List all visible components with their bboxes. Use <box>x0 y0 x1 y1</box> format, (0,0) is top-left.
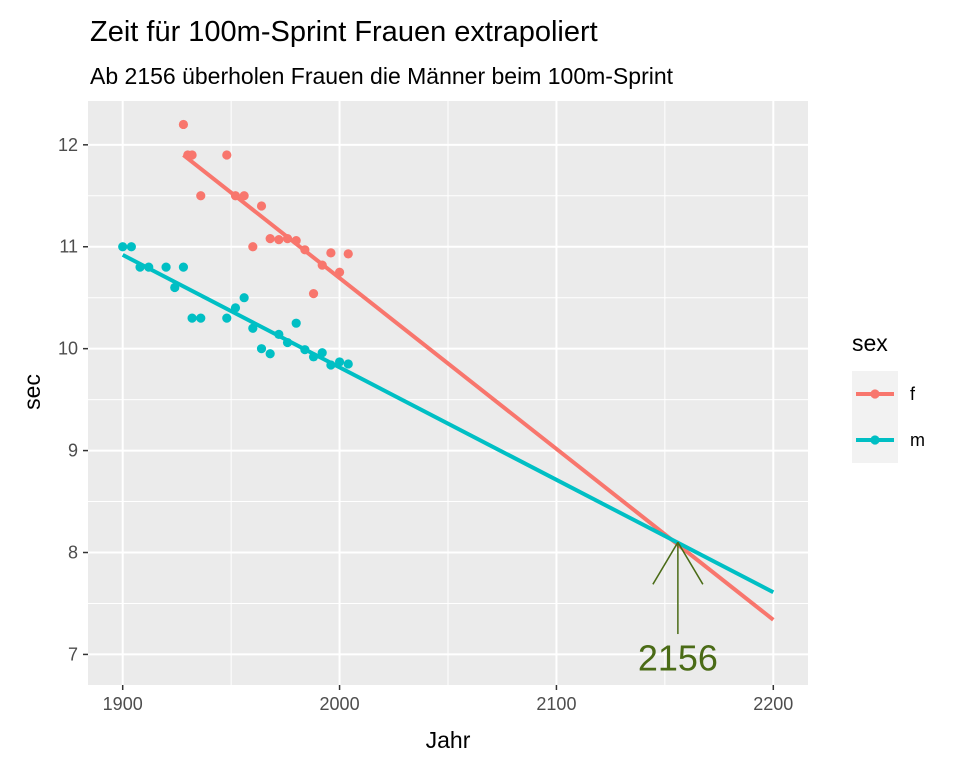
point-m <box>187 313 197 323</box>
y-tick-label: 7 <box>68 644 78 664</box>
point-f <box>334 267 345 277</box>
point-m <box>135 262 145 272</box>
chart-title: Zeit für 100m-Sprint Frauen extrapoliert <box>90 16 598 48</box>
trend-lines <box>121 153 775 622</box>
point-f <box>300 245 310 255</box>
point-m <box>196 313 206 323</box>
trend-line-m <box>121 253 775 595</box>
point-f <box>274 235 284 245</box>
point-m <box>126 242 136 252</box>
point-f <box>230 191 241 201</box>
y-tick-label: 9 <box>68 441 78 461</box>
data-points <box>118 119 353 370</box>
y-tick-label: 8 <box>68 543 78 563</box>
y-axis: 7 8 9 10 11 12 <box>58 135 88 664</box>
y-tick-label: 11 <box>59 237 78 257</box>
point-m <box>265 349 275 359</box>
point-f <box>178 119 189 130</box>
x-tick-label: 2000 <box>320 694 360 714</box>
point-m <box>248 323 258 333</box>
point-m <box>308 352 319 362</box>
point-m <box>118 242 128 252</box>
point-f <box>248 242 258 252</box>
point-m <box>222 313 232 323</box>
annotation-arrow-head-right <box>677 541 704 585</box>
point-m <box>282 337 293 348</box>
legend: sex f m <box>852 330 925 463</box>
x-axis-title: Jahr <box>426 727 471 753</box>
legend-point-f <box>870 389 880 399</box>
legend-label-f: f <box>910 384 916 404</box>
x-tick-label: 2200 <box>753 694 793 714</box>
y-tick-label: 10 <box>58 339 78 359</box>
point-f <box>282 233 293 244</box>
x-tick-label: 2100 <box>536 694 576 714</box>
grid-minor <box>88 101 808 685</box>
y-tick-label: 12 <box>58 135 78 155</box>
point-m <box>291 318 301 328</box>
annotation-arrow-head-left <box>652 541 679 585</box>
grid-major <box>88 101 808 685</box>
legend-title: sex <box>852 330 888 356</box>
point-m <box>343 359 353 369</box>
x-tick-label: 1900 <box>103 694 143 714</box>
point-m <box>230 303 241 313</box>
point-m <box>256 344 267 354</box>
point-f <box>343 249 353 259</box>
point-f <box>317 260 327 270</box>
point-f <box>239 191 249 201</box>
point-m <box>144 262 154 272</box>
point-m <box>274 329 284 339</box>
point-f <box>222 150 232 160</box>
point-m <box>326 360 336 370</box>
point-m <box>239 293 249 303</box>
point-f <box>187 150 197 160</box>
annotation-label: 2156 <box>638 637 718 678</box>
point-m <box>178 262 189 272</box>
point-f <box>291 236 301 246</box>
legend-point-m <box>870 435 880 445</box>
x-axis: 1900 2000 2100 2200 <box>103 685 793 714</box>
point-m <box>170 282 180 293</box>
chart-subtitle: Ab 2156 überholen Frauen die Männer beim… <box>90 63 674 89</box>
point-f <box>308 289 319 299</box>
annotation: 2156 <box>638 541 718 678</box>
point-f <box>256 201 267 211</box>
legend-label-m: m <box>910 430 925 450</box>
y-axis-title: sec <box>19 374 45 410</box>
point-m <box>300 345 310 355</box>
point-f <box>265 233 275 244</box>
point-f <box>326 248 336 258</box>
point-m <box>317 348 327 358</box>
point-m <box>161 262 171 272</box>
point-m <box>334 357 345 367</box>
point-f <box>196 191 206 201</box>
